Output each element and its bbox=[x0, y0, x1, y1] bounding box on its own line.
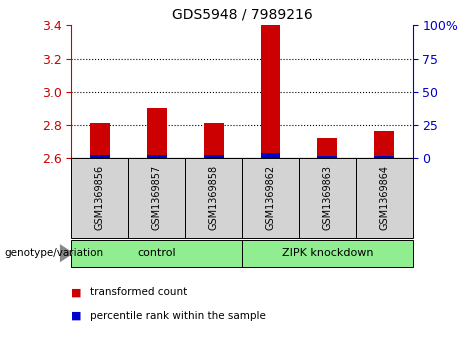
Bar bbox=[71, 240, 242, 267]
Bar bbox=[90, 155, 110, 158]
Bar bbox=[90, 123, 110, 158]
Bar bbox=[374, 156, 394, 158]
Bar bbox=[260, 25, 280, 158]
Text: percentile rank within the sample: percentile rank within the sample bbox=[90, 311, 266, 321]
Bar bbox=[204, 155, 224, 158]
Bar bbox=[356, 158, 413, 238]
Text: GSM1369864: GSM1369864 bbox=[379, 165, 389, 231]
Text: GSM1369858: GSM1369858 bbox=[208, 165, 219, 231]
Text: control: control bbox=[137, 248, 176, 258]
Bar bbox=[374, 131, 394, 158]
Bar bbox=[299, 158, 356, 238]
Title: GDS5948 / 7989216: GDS5948 / 7989216 bbox=[171, 8, 313, 21]
Bar bbox=[317, 138, 337, 158]
Bar bbox=[204, 123, 224, 158]
Text: ■: ■ bbox=[71, 287, 82, 297]
Bar bbox=[128, 158, 185, 238]
Bar bbox=[185, 158, 242, 238]
Bar bbox=[147, 155, 167, 158]
Bar bbox=[242, 158, 299, 238]
Bar bbox=[317, 156, 337, 158]
Bar bbox=[260, 153, 280, 158]
Bar bbox=[242, 240, 413, 267]
Text: GSM1369857: GSM1369857 bbox=[152, 165, 162, 231]
Text: transformed count: transformed count bbox=[90, 287, 187, 297]
Text: ZIPK knockdown: ZIPK knockdown bbox=[282, 248, 373, 258]
Text: GSM1369863: GSM1369863 bbox=[322, 165, 332, 231]
Polygon shape bbox=[60, 244, 74, 262]
Text: ■: ■ bbox=[71, 311, 82, 321]
Text: genotype/variation: genotype/variation bbox=[5, 248, 104, 258]
Text: GSM1369856: GSM1369856 bbox=[95, 165, 105, 231]
Bar bbox=[147, 108, 167, 158]
Text: GSM1369862: GSM1369862 bbox=[266, 165, 276, 231]
Bar bbox=[71, 158, 128, 238]
